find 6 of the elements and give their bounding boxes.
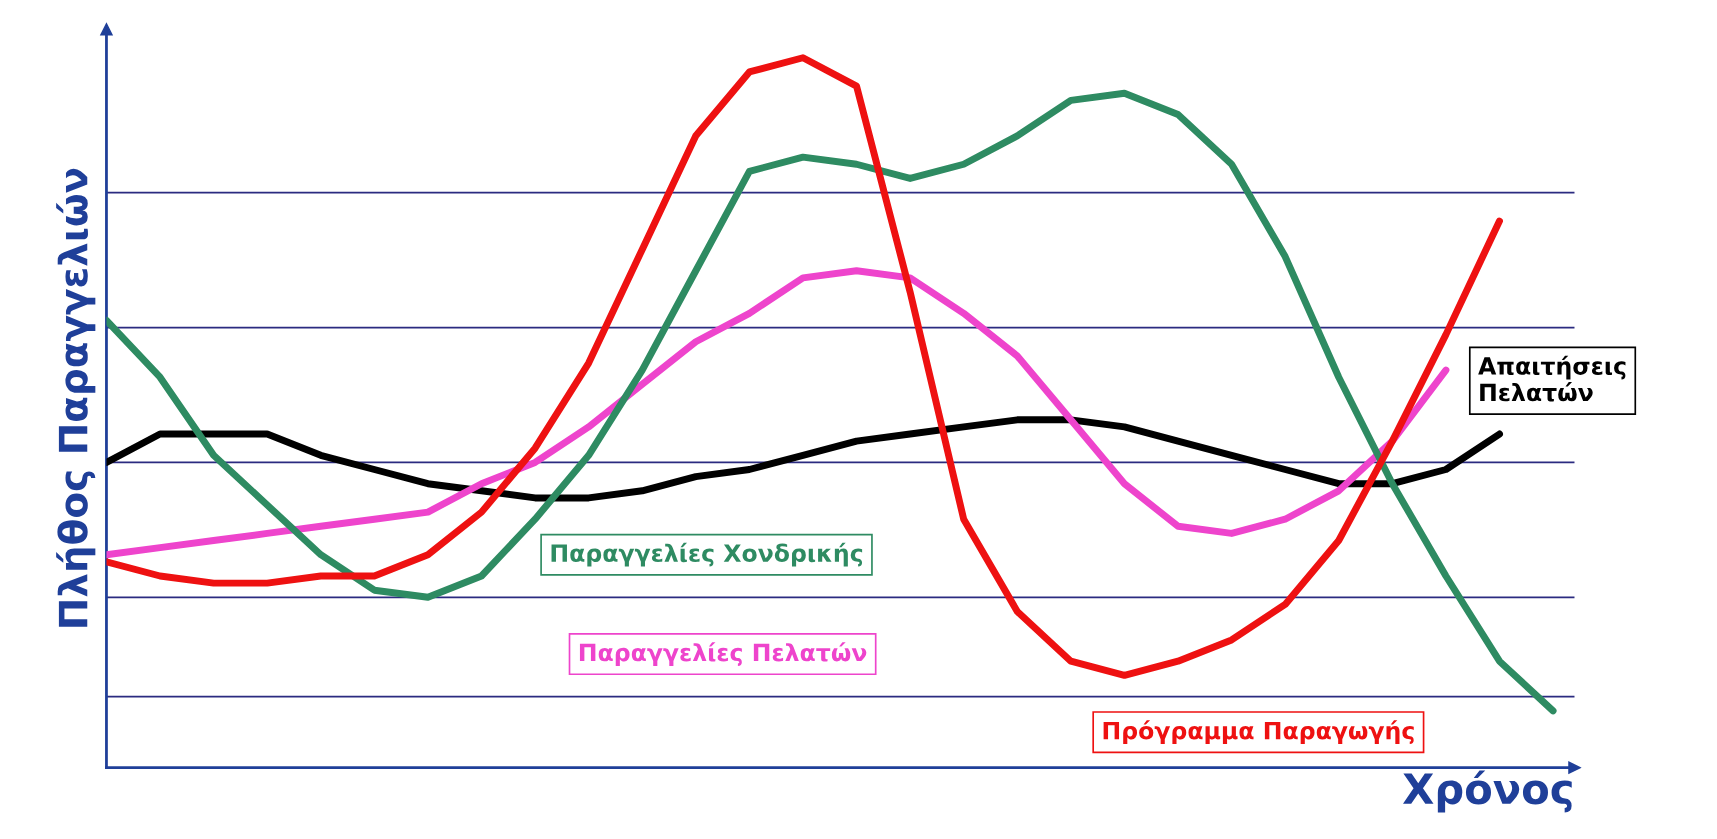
series-label: Παραγγελίες Χονδρικής xyxy=(551,542,863,567)
text: Πρόγραμμα Παραγωγής xyxy=(1103,720,1414,745)
x-axis-title: Χρόνος xyxy=(1403,770,1572,813)
series-label: Απαιτήσεις Πελατών xyxy=(1478,355,1626,402)
text: Παραγγελίες Πελατών xyxy=(579,642,867,666)
y-axis-title: Πλήθος Παραγγελιών xyxy=(56,168,96,627)
